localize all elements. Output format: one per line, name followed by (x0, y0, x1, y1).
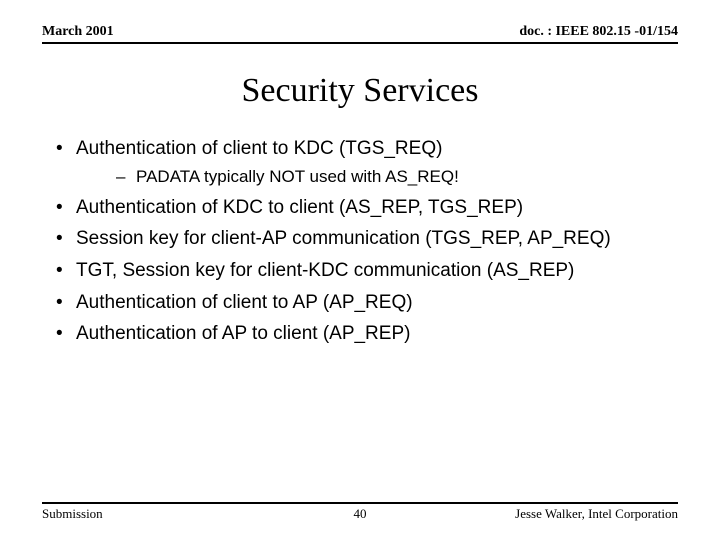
bullet-item: Authentication of AP to client (AP_REP) (42, 321, 678, 347)
slide-title: Security Services (42, 72, 678, 110)
header-doc-id: doc. : IEEE 802.15 -01/154 (519, 24, 678, 40)
slide-footer: 40 Submission Jesse Walker, Intel Corpor… (42, 502, 678, 522)
footer-submission: Submission (42, 506, 103, 522)
bullet-text: Authentication of AP to client (AP_REP) (76, 323, 410, 344)
bullet-text: Authentication of client to AP (AP_REQ) (76, 292, 413, 313)
footer-divider (42, 502, 678, 504)
bullet-item: Authentication of KDC to client (AS_REP,… (42, 195, 678, 221)
bullet-item: TGT, Session key for client-KDC communic… (42, 258, 678, 284)
bullet-text: Authentication of client to KDC (TGS_REQ… (76, 138, 442, 159)
footer-author: Jesse Walker, Intel Corporation (515, 506, 678, 522)
footer-row: 40 Submission Jesse Walker, Intel Corpor… (42, 506, 678, 522)
bullet-item: Authentication of client to KDC (TGS_REQ… (42, 136, 678, 189)
bullet-item: Authentication of client to AP (AP_REQ) (42, 290, 678, 316)
bullet-item: Session key for client-AP communication … (42, 226, 678, 252)
sub-bullet-text: PADATA typically NOT used with AS_REQ! (136, 167, 459, 186)
bullet-text: TGT, Session key for client-KDC communic… (76, 260, 574, 281)
sub-bullet-item: PADATA typically NOT used with AS_REQ! (76, 166, 678, 189)
slide-page: March 2001 doc. : IEEE 802.15 -01/154 Se… (0, 0, 720, 540)
bullet-list: Authentication of client to KDC (TGS_REQ… (42, 136, 678, 347)
bullet-text: Session key for client-AP communication … (76, 228, 611, 249)
bullet-text: Authentication of KDC to client (AS_REP,… (76, 197, 523, 218)
slide-content: Authentication of client to KDC (TGS_REQ… (42, 136, 678, 347)
slide-header: March 2001 doc. : IEEE 802.15 -01/154 (42, 24, 678, 44)
header-date: March 2001 (42, 24, 114, 40)
sub-bullet-list: PADATA typically NOT used with AS_REQ! (76, 166, 678, 189)
